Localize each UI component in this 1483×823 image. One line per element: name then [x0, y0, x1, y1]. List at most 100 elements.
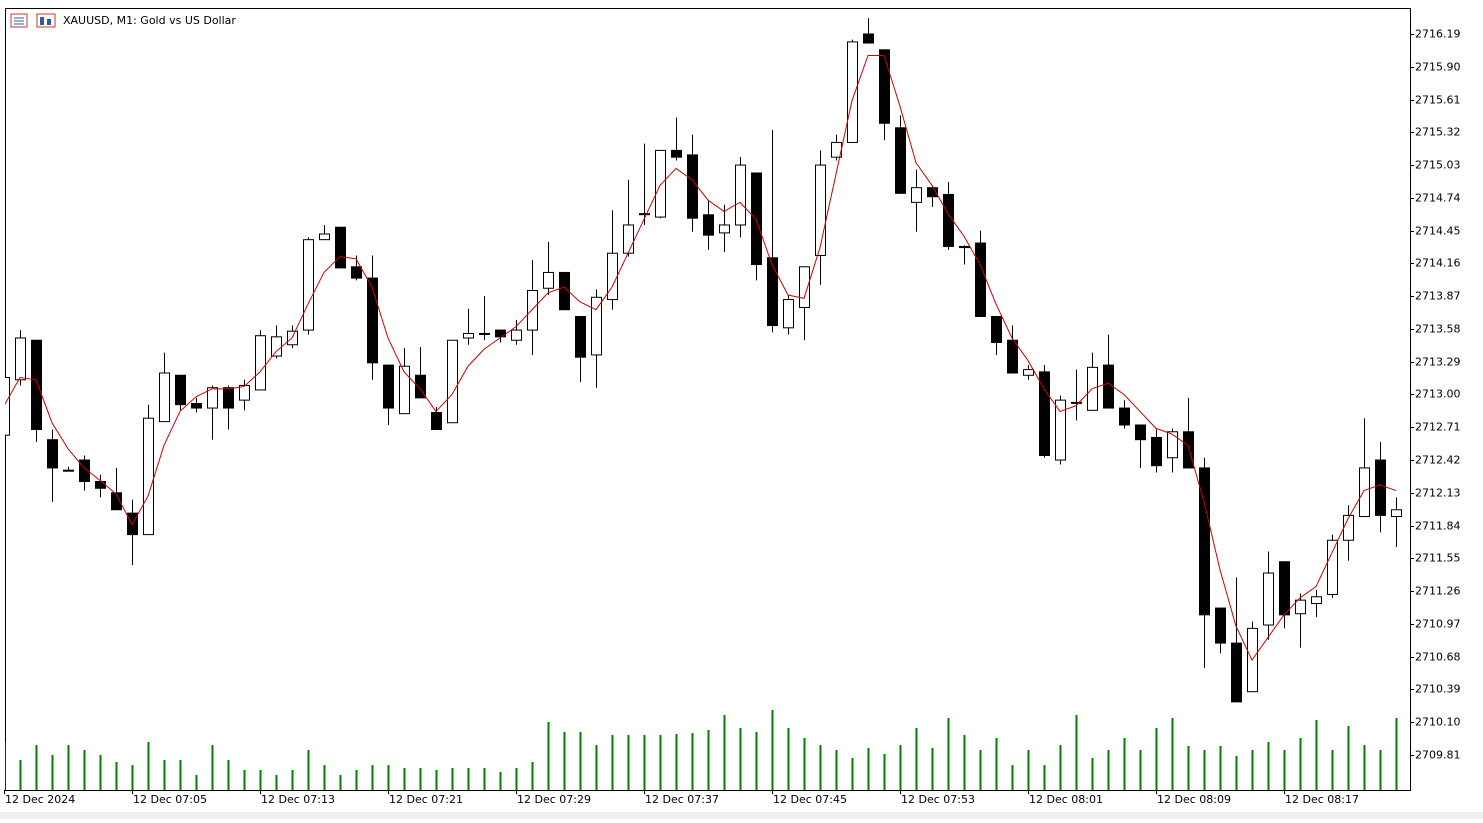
candle-body: [383, 364, 394, 409]
bottom-strip: [0, 812, 1483, 819]
candle-body: [207, 387, 218, 409]
y-tick-label: 2716.19: [1415, 28, 1461, 41]
y-tick-label: 2710.68: [1415, 651, 1461, 664]
candle-body: [639, 213, 650, 216]
candle-body: [559, 271, 570, 311]
candle-body: [1183, 431, 1194, 469]
candle-body: [767, 257, 778, 327]
y-tick-label: 2712.71: [1415, 421, 1461, 434]
candle-body: [1231, 642, 1242, 703]
candle-body: [1055, 399, 1066, 461]
candle-body: [543, 271, 554, 289]
moving-average: [5, 54, 1397, 662]
candle-body: [1263, 572, 1274, 626]
candle-body: [31, 339, 42, 431]
candle-body: [1375, 459, 1386, 516]
candle-body: [783, 299, 794, 329]
candle-body: [47, 439, 58, 469]
y-tick-label: 2709.81: [1415, 749, 1461, 762]
candle-body: [1311, 596, 1322, 605]
candle-body: [351, 266, 362, 279]
candle-body: [847, 41, 858, 143]
y-tick-label: 2710.39: [1415, 683, 1461, 696]
y-tick-label: 2715.03: [1415, 159, 1461, 172]
candle-body: [527, 290, 538, 331]
candle-body: [1135, 424, 1146, 441]
candle-body: [975, 242, 986, 318]
candle-body: [63, 469, 74, 472]
y-tick-label: 2712.42: [1415, 454, 1461, 467]
candle-body: [719, 224, 730, 234]
candle-body: [303, 239, 314, 331]
candle-body: [319, 233, 330, 241]
x-tick-label: 12 Dec 07:53: [901, 793, 975, 806]
candle-body: [1215, 607, 1226, 644]
candle-body: [591, 296, 602, 356]
y-tick-label: 2713.87: [1415, 290, 1461, 303]
candle-body: [1359, 467, 1370, 518]
candle-body: [911, 187, 922, 203]
x-tick-label: 12 Dec 2024: [5, 793, 75, 806]
y-tick-label: 2710.10: [1415, 716, 1461, 729]
candle-body: [799, 266, 810, 308]
candle-body: [399, 365, 410, 415]
candle-body: [335, 226, 346, 269]
candle-body: [655, 149, 666, 218]
candle-body: [687, 154, 698, 219]
candle-body: [1391, 509, 1402, 518]
x-tick-label: 12 Dec 08:17: [1285, 793, 1359, 806]
candle-body: [255, 335, 266, 391]
candle-body: [879, 49, 890, 124]
candle-body: [863, 33, 874, 44]
candle-body: [271, 336, 282, 357]
candle-body: [447, 339, 458, 424]
candle-body: [495, 329, 506, 338]
x-tick-label: 12 Dec 07:37: [645, 793, 719, 806]
candle-body: [479, 332, 490, 335]
icon: [36, 13, 56, 28]
x-tick-label: 12 Dec 07:21: [389, 793, 463, 806]
x-tick-label: 12 Dec 07:29: [517, 793, 591, 806]
candle-body: [671, 149, 682, 158]
candle-body: [927, 187, 938, 198]
candle-body: [1071, 401, 1082, 404]
candle-body: [1007, 339, 1018, 374]
candle-body: [815, 164, 826, 256]
x-tick-label: 12 Dec 07:05: [133, 793, 207, 806]
candle-body: [735, 164, 746, 226]
x-tick-label: 12 Dec 07:13: [261, 793, 335, 806]
candle-body: [239, 384, 250, 401]
candle-body: [1343, 514, 1354, 541]
y-tick-label: 2712.13: [1415, 487, 1461, 500]
y-tick-label: 2713.29: [1415, 356, 1461, 369]
candle-body: [623, 224, 634, 254]
candle-body: [1199, 467, 1210, 616]
candle-body: [159, 372, 170, 423]
y-tick-label: 2713.58: [1415, 323, 1461, 336]
y-tick-label: 2714.45: [1415, 225, 1461, 238]
x-tick-label: 12 Dec 08:09: [1157, 793, 1231, 806]
candle-body: [367, 277, 378, 364]
candle-body: [991, 316, 1002, 343]
candle-body: [143, 417, 154, 536]
icon-bar: [47, 19, 51, 25]
header-icons: [10, 13, 56, 28]
candle-body: [175, 374, 186, 406]
icon-bar: [40, 17, 44, 25]
candle-body: [431, 412, 442, 431]
candle-body: [1151, 436, 1162, 467]
candle-body: [511, 329, 522, 341]
candle-body: [1119, 407, 1130, 426]
candle-body: [223, 387, 234, 409]
candle-body: [79, 459, 90, 482]
chart-title: XAUUSD, M1: Gold vs US Dollar: [63, 14, 236, 27]
candle-body: [959, 245, 970, 249]
candle-body: [463, 332, 474, 339]
plot: [5, 18, 1402, 790]
y-tick-label: 2715.32: [1415, 126, 1461, 139]
y-tick-label: 2711.55: [1415, 552, 1461, 565]
x-tick-label: 12 Dec 07:45: [773, 793, 847, 806]
